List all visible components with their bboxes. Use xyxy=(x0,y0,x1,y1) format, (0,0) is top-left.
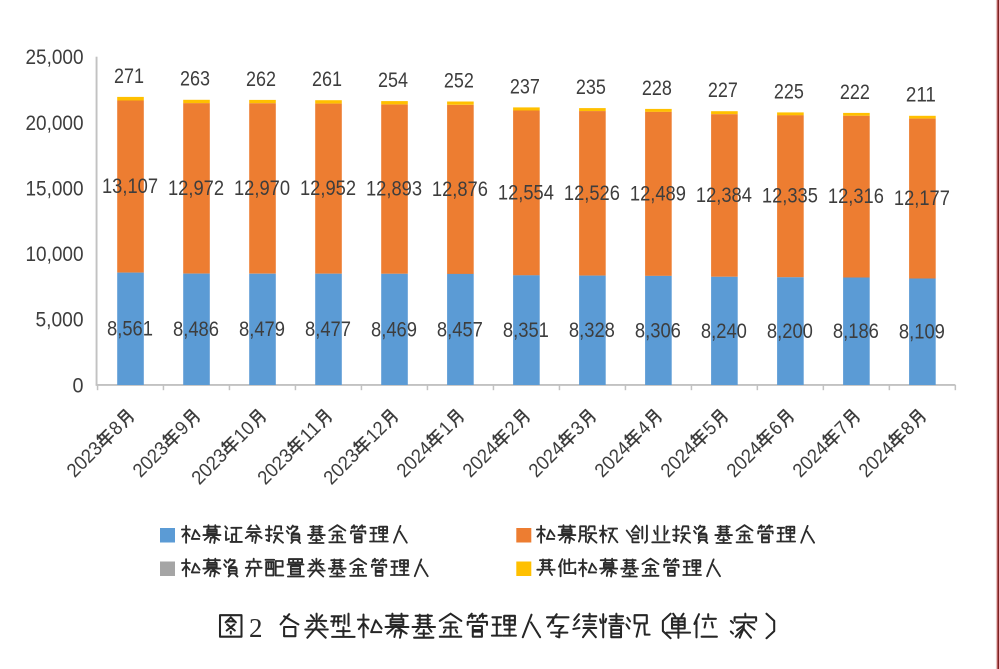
svg-text:8,186: 8,186 xyxy=(833,320,879,343)
svg-text:2: 2 xyxy=(249,613,263,643)
svg-text:12,177: 12,177 xyxy=(894,187,950,210)
svg-text:20,000: 20,000 xyxy=(26,112,84,135)
svg-text:8,328: 8,328 xyxy=(569,319,615,342)
svg-text:8,479: 8,479 xyxy=(239,318,285,341)
svg-text:235: 235 xyxy=(576,76,606,99)
svg-text:8,306: 8,306 xyxy=(635,319,681,342)
svg-text:12,316: 12,316 xyxy=(828,185,884,208)
svg-text:15,000: 15,000 xyxy=(26,177,84,200)
svg-text:12,970: 12,970 xyxy=(234,177,290,200)
svg-text:225: 225 xyxy=(774,80,804,103)
svg-text:12,554: 12,554 xyxy=(498,181,554,204)
svg-text:227: 227 xyxy=(708,79,738,102)
svg-text:0: 0 xyxy=(73,374,84,397)
svg-text:12,972: 12,972 xyxy=(168,177,224,200)
svg-text:254: 254 xyxy=(378,69,408,92)
svg-text:263: 263 xyxy=(180,68,210,91)
svg-text:8,109: 8,109 xyxy=(899,321,945,344)
svg-text:12,952: 12,952 xyxy=(300,177,356,200)
svg-text:262: 262 xyxy=(246,68,276,91)
svg-text:13,107: 13,107 xyxy=(102,175,158,198)
svg-text:25,000: 25,000 xyxy=(26,46,84,69)
svg-text:12,489: 12,489 xyxy=(630,182,686,205)
svg-text:12,526: 12,526 xyxy=(564,182,620,205)
svg-text:261: 261 xyxy=(312,68,342,91)
svg-text:252: 252 xyxy=(444,69,474,92)
svg-text:10,000: 10,000 xyxy=(26,243,84,266)
svg-text:8,240: 8,240 xyxy=(701,320,747,343)
svg-text:271: 271 xyxy=(114,65,144,88)
svg-text:237: 237 xyxy=(510,75,540,98)
svg-text:12,384: 12,384 xyxy=(696,184,752,207)
svg-text:8,469: 8,469 xyxy=(371,318,417,341)
svg-text:8,486: 8,486 xyxy=(173,318,219,341)
svg-text:8,561: 8,561 xyxy=(107,318,153,341)
svg-text:12,876: 12,876 xyxy=(432,178,488,201)
svg-text:211: 211 xyxy=(906,84,936,107)
svg-text:222: 222 xyxy=(840,81,870,104)
svg-text:12,335: 12,335 xyxy=(762,185,818,208)
svg-text:8,477: 8,477 xyxy=(305,318,351,341)
svg-text:8,200: 8,200 xyxy=(767,320,813,343)
svg-text:5,000: 5,000 xyxy=(36,309,84,332)
svg-text:8,457: 8,457 xyxy=(437,318,483,341)
svg-text:8,351: 8,351 xyxy=(503,319,549,342)
svg-text:12,893: 12,893 xyxy=(366,178,422,201)
svg-text:228: 228 xyxy=(642,77,672,100)
